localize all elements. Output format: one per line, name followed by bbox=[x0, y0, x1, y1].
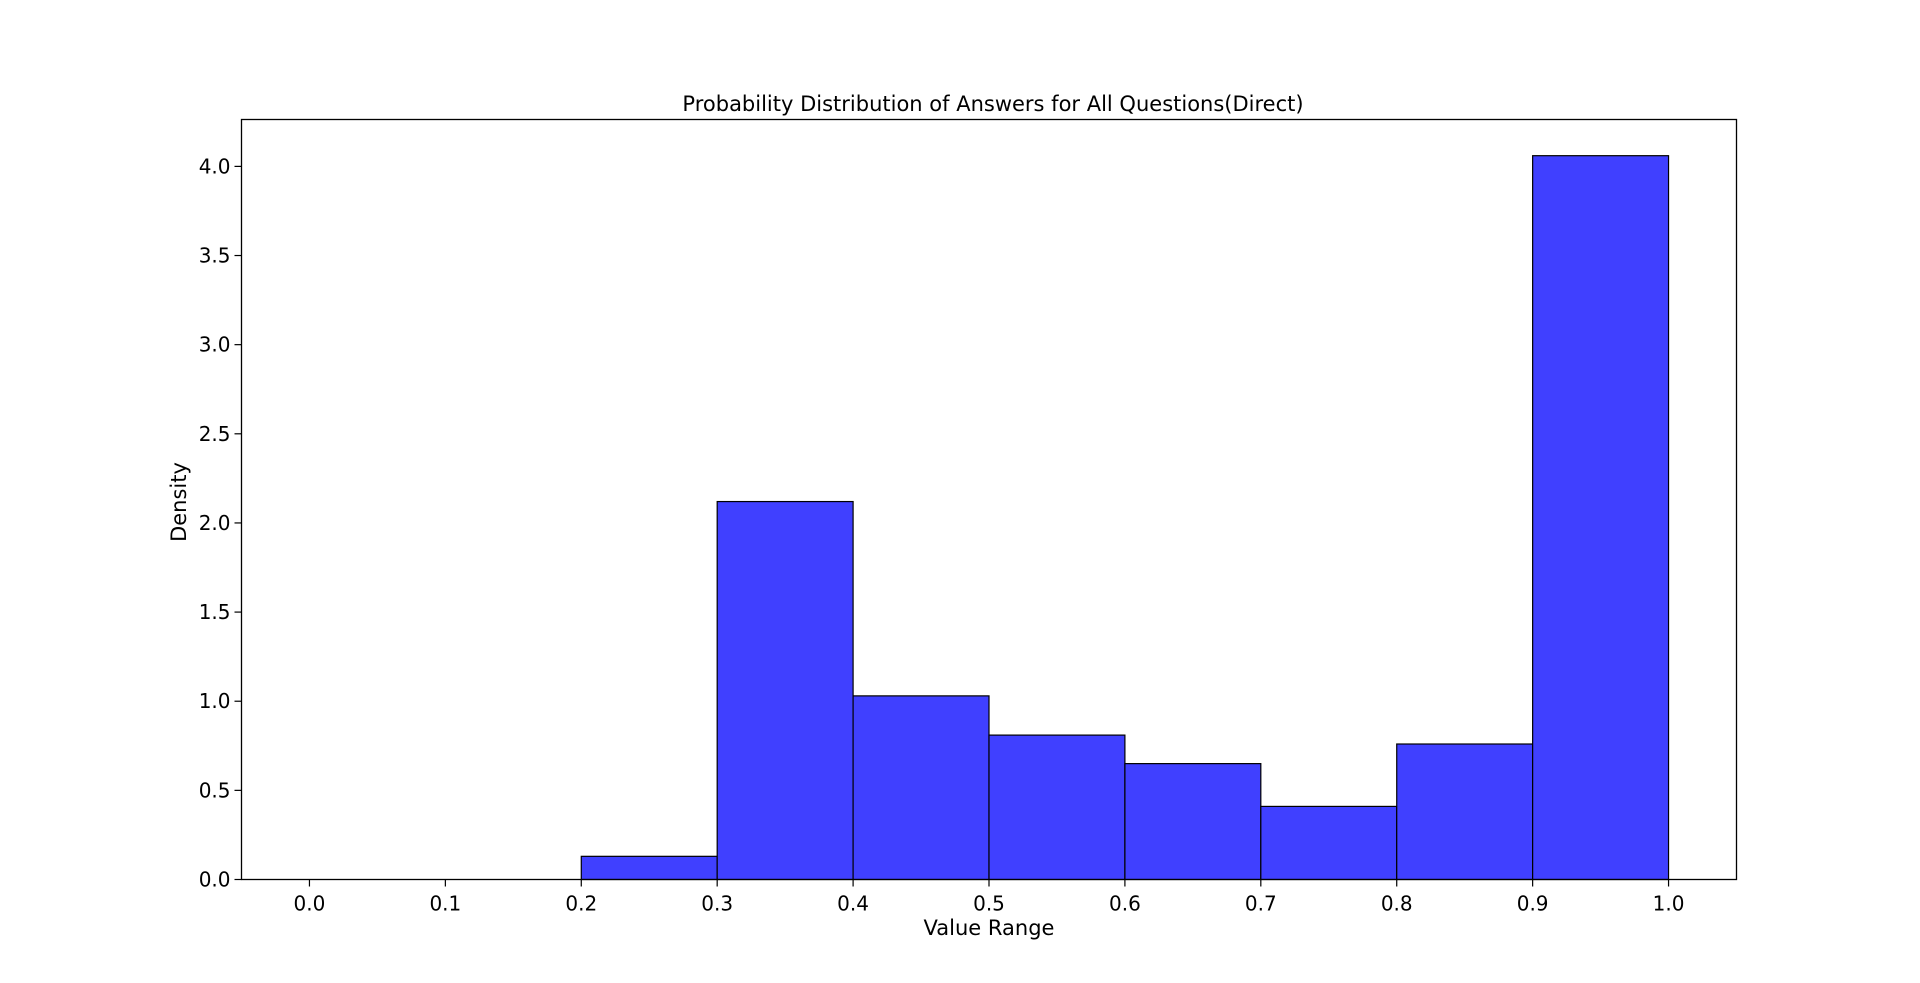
histogram-bar-2 bbox=[580, 855, 718, 881]
x-tick-label: 1.0 bbox=[1653, 892, 1685, 916]
y-tick-label: 2.0 bbox=[199, 511, 231, 535]
y-tick-label: 3.5 bbox=[199, 244, 231, 268]
x-tick-label: 0.3 bbox=[701, 892, 733, 916]
x-tick-label: 0.4 bbox=[837, 892, 869, 916]
y-axis-ticks: 0.0 0.5 1.0 1.5 2.0 2.5 3.0 3.5 4.0 bbox=[199, 154, 242, 892]
bars-group bbox=[580, 155, 1670, 881]
x-tick-label: 0.1 bbox=[429, 892, 461, 916]
y-tick-label: 2.5 bbox=[199, 422, 231, 446]
histogram-bar-3 bbox=[716, 500, 854, 881]
y-tick-label: 3.0 bbox=[199, 333, 231, 357]
y-tick-label: 1.0 bbox=[199, 689, 231, 713]
x-tick-label: 0.5 bbox=[973, 892, 1005, 916]
x-tick-label: 0.6 bbox=[1109, 892, 1141, 916]
chart-title: Probability Distribution of Answers for … bbox=[682, 92, 1303, 116]
x-axis-ticks: 0.0 0.1 0.2 0.3 0.4 0.5 0.6 0.7 0.8 0.9 1.0 bbox=[294, 879, 1685, 916]
histogram-bar-7 bbox=[1260, 805, 1398, 881]
x-tick-label: 0.9 bbox=[1517, 892, 1549, 916]
y-tick-label: 0.5 bbox=[199, 778, 231, 802]
x-tick-label: 0.2 bbox=[565, 892, 597, 916]
histogram-bar-9 bbox=[1532, 155, 1670, 881]
histogram-bar-8 bbox=[1396, 743, 1534, 881]
histogram-bar-5 bbox=[988, 734, 1126, 881]
y-tick-label: 4.0 bbox=[199, 154, 231, 178]
histogram-bar-4 bbox=[852, 695, 990, 881]
x-tick-label: 0.0 bbox=[294, 892, 326, 916]
y-tick-label: 0.0 bbox=[199, 868, 231, 892]
y-axis-label: Density bbox=[167, 462, 191, 542]
x-tick-label: 0.7 bbox=[1245, 892, 1277, 916]
x-tick-label: 0.8 bbox=[1381, 892, 1413, 916]
y-tick-label: 1.5 bbox=[199, 600, 231, 624]
x-axis-label: Value Range bbox=[924, 916, 1055, 940]
histogram-bar-6 bbox=[1124, 763, 1262, 881]
